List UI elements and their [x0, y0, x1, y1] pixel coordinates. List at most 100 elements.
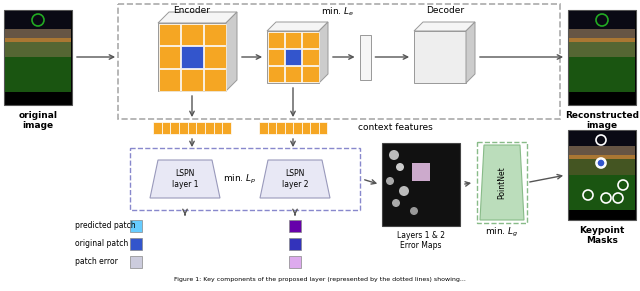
Polygon shape	[319, 22, 328, 83]
Bar	[153, 122, 162, 134]
Bar	[5, 57, 71, 92]
Bar	[5, 11, 71, 29]
Bar	[196, 122, 205, 134]
Bar	[302, 49, 319, 65]
Bar	[205, 122, 214, 134]
Bar	[302, 31, 319, 48]
Bar	[214, 122, 222, 134]
Text: Layers 1 & 2
Error Maps: Layers 1 & 2 Error Maps	[397, 231, 445, 250]
Polygon shape	[150, 160, 220, 198]
Text: Decoder: Decoder	[426, 6, 464, 15]
Bar	[204, 69, 225, 91]
Bar	[569, 42, 635, 57]
Circle shape	[389, 150, 399, 160]
Bar	[569, 57, 635, 92]
Bar	[268, 122, 276, 134]
Bar	[293, 122, 301, 134]
Bar	[477, 142, 527, 223]
Bar	[5, 38, 71, 42]
Bar	[118, 4, 560, 119]
Bar	[5, 29, 71, 41]
Circle shape	[597, 159, 605, 167]
Bar	[179, 122, 188, 134]
Bar	[130, 256, 142, 268]
Bar	[360, 35, 371, 79]
Polygon shape	[267, 22, 328, 31]
Polygon shape	[226, 12, 237, 91]
Polygon shape	[267, 31, 319, 83]
Bar	[285, 122, 293, 134]
Text: Figure 1: Key components of the proposed layer (represented by the dotted lines): Figure 1: Key components of the proposed…	[174, 277, 466, 282]
Circle shape	[399, 186, 409, 196]
Bar	[382, 143, 460, 226]
Text: original patch: original patch	[75, 239, 128, 249]
Bar	[568, 130, 636, 220]
Text: Keypoint
Masks: Keypoint Masks	[579, 226, 625, 245]
Bar	[130, 148, 360, 210]
Text: min. $L_p$: min. $L_p$	[223, 173, 257, 186]
Bar	[289, 220, 301, 232]
Polygon shape	[260, 160, 330, 198]
Bar	[130, 238, 142, 250]
Polygon shape	[414, 31, 466, 83]
Bar	[569, 131, 635, 146]
Bar	[302, 66, 319, 83]
Bar	[285, 66, 301, 83]
Circle shape	[410, 207, 418, 215]
Bar	[569, 159, 635, 175]
Bar	[319, 122, 327, 134]
Bar	[130, 220, 142, 232]
Bar	[569, 146, 635, 158]
Text: PointNet: PointNet	[497, 166, 506, 199]
Bar	[268, 66, 284, 83]
Bar	[568, 10, 636, 105]
Bar	[222, 122, 231, 134]
Circle shape	[396, 163, 404, 171]
Text: predicted patch: predicted patch	[75, 221, 136, 230]
Bar	[188, 122, 196, 134]
Bar	[268, 31, 284, 48]
Bar	[159, 69, 180, 91]
Bar	[181, 46, 203, 68]
Bar	[181, 69, 203, 91]
Bar	[289, 238, 301, 250]
Polygon shape	[414, 22, 475, 31]
Text: min. $L_g$: min. $L_g$	[485, 226, 519, 239]
Circle shape	[392, 199, 400, 207]
Bar	[159, 46, 180, 68]
Text: min. $L_e$: min. $L_e$	[321, 6, 355, 19]
Polygon shape	[480, 145, 524, 220]
Polygon shape	[158, 23, 226, 91]
Bar	[285, 49, 301, 65]
Bar	[276, 122, 285, 134]
Bar	[268, 49, 284, 65]
Bar	[301, 122, 310, 134]
Bar	[259, 122, 268, 134]
Bar	[181, 24, 203, 45]
Bar	[5, 42, 71, 57]
Text: original
image: original image	[19, 111, 58, 130]
Text: Encoder: Encoder	[173, 6, 211, 15]
Text: LSPN
layer 2: LSPN layer 2	[282, 169, 308, 189]
Bar	[285, 31, 301, 48]
Bar	[4, 10, 72, 105]
Bar	[204, 24, 225, 45]
Bar	[569, 38, 635, 42]
Bar	[204, 46, 225, 68]
Bar	[310, 122, 319, 134]
Text: context features: context features	[358, 123, 433, 132]
Bar	[569, 11, 635, 29]
Polygon shape	[466, 22, 475, 83]
Text: LSPN
layer 1: LSPN layer 1	[172, 169, 198, 189]
Polygon shape	[158, 12, 237, 23]
Bar	[569, 29, 635, 41]
Text: patch error: patch error	[75, 258, 118, 267]
Bar	[159, 24, 180, 45]
Bar	[412, 163, 430, 181]
Bar	[569, 175, 635, 210]
Bar	[569, 155, 635, 159]
Circle shape	[386, 177, 394, 185]
Bar	[289, 256, 301, 268]
Bar	[162, 122, 170, 134]
Bar	[170, 122, 179, 134]
